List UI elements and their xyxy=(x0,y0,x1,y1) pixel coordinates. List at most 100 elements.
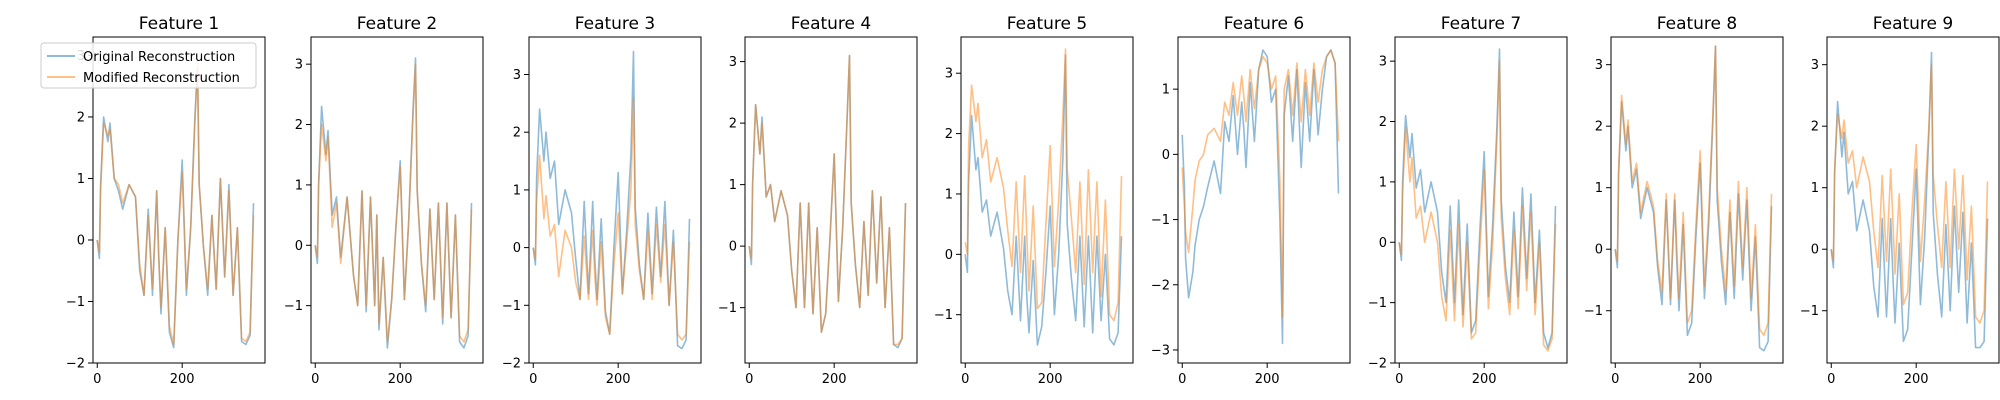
y-tick-label: 2 xyxy=(729,117,737,132)
x-tick-label: 200 xyxy=(822,372,847,387)
y-tick-label: −3 xyxy=(1151,343,1170,358)
y-tick-label: −1 xyxy=(284,299,303,314)
x-tick-label: 200 xyxy=(606,372,631,387)
y-tick-label: 3 xyxy=(1811,58,1819,73)
x-tick-label: 200 xyxy=(1255,372,1280,387)
x-tick-label: 200 xyxy=(1038,372,1063,387)
subplot-title: Feature 8 xyxy=(1657,14,1737,34)
y-tick-label: 2 xyxy=(945,127,953,142)
y-tick-label: 2 xyxy=(295,118,303,133)
subplot-8: Feature 8 0 200 −1 0 1 2 3 xyxy=(1584,14,1784,387)
plot-frame xyxy=(1394,36,1568,364)
x-tick-label: 0 xyxy=(1611,372,1619,387)
y-tick-label: 1 xyxy=(1162,83,1170,98)
y-tick-label: 1 xyxy=(77,172,85,187)
subplot-title: Feature 9 xyxy=(1873,14,1953,34)
y-tick-label: 1 xyxy=(1595,181,1603,196)
x-tick-label: 0 xyxy=(961,372,969,387)
y-tick-label: 2 xyxy=(1811,120,1819,135)
plot-frame xyxy=(960,36,1134,364)
series-modified-line xyxy=(1398,60,1557,352)
subplot-title: Feature 5 xyxy=(1007,14,1087,34)
subplot-2: Feature 2 0 200 −1 0 1 2 3 xyxy=(284,14,484,387)
y-tick-label: 0 xyxy=(77,233,85,248)
y-tick-label: 3 xyxy=(1595,58,1603,73)
x-tick-label: 200 xyxy=(1688,372,1713,387)
y-tick-label: 2 xyxy=(1379,115,1387,130)
y-tick-label: −2 xyxy=(502,357,521,372)
y-tick-label: 0 xyxy=(1379,236,1387,251)
y-tick-label: 3 xyxy=(729,55,737,70)
series-modified-line xyxy=(1181,49,1340,319)
series-original-line xyxy=(1181,49,1340,345)
y-tick-label: −1 xyxy=(502,299,521,314)
y-tick-label: 1 xyxy=(945,187,953,202)
legend-label-modified: Modified Reconstruction xyxy=(83,71,240,86)
y-tick-label: 3 xyxy=(945,67,953,82)
plot-frame xyxy=(744,36,918,364)
x-tick-label: 0 xyxy=(1395,372,1403,387)
subplot-9: Feature 9 0 200 −1 0 1 2 3 xyxy=(1800,14,2000,387)
plot-frame xyxy=(528,36,702,364)
subplot-4: Feature 4 0 200 −1 0 1 2 3 xyxy=(718,14,918,387)
series-modified-line xyxy=(532,96,691,341)
subplot-6: Feature 6 0 200 −3 −2 −1 0 1 xyxy=(1151,14,1351,387)
x-tick-label: 200 xyxy=(1472,372,1497,387)
y-tick-label: 1 xyxy=(729,178,737,193)
y-tick-label: 2 xyxy=(1595,120,1603,135)
y-tick-label: 0 xyxy=(1162,148,1170,163)
y-tick-label: −1 xyxy=(1151,213,1170,228)
x-tick-label: 0 xyxy=(93,372,101,387)
y-tick-label: 2 xyxy=(77,110,85,125)
y-tick-label: 1 xyxy=(1811,181,1819,196)
y-tick-label: 1 xyxy=(1379,175,1387,190)
x-tick-label: 200 xyxy=(388,372,413,387)
series-modified-line xyxy=(314,63,473,343)
y-tick-label: 0 xyxy=(1595,243,1603,258)
x-tick-label: 200 xyxy=(170,372,195,387)
y-tick-label: 3 xyxy=(513,68,521,83)
y-tick-label: −1 xyxy=(1368,296,1387,311)
legend-label-original: Original Reconstruction xyxy=(83,50,235,65)
subplot-3: Feature 3 0 200 −2 −1 0 1 2 3 xyxy=(502,14,702,387)
y-tick-label: 1 xyxy=(513,183,521,198)
series-original-line xyxy=(964,54,1123,346)
subplot-title: Feature 1 xyxy=(139,14,219,34)
y-tick-label: 0 xyxy=(729,240,737,255)
x-tick-label: 0 xyxy=(529,372,537,387)
y-tick-label: 3 xyxy=(295,58,303,73)
subplot-title: Feature 7 xyxy=(1441,14,1521,34)
y-tick-label: 0 xyxy=(295,239,303,254)
subplot-title: Feature 2 xyxy=(357,14,437,34)
x-tick-label: 0 xyxy=(1178,372,1186,387)
legend-box xyxy=(40,42,257,89)
y-tick-label: −2 xyxy=(66,357,85,372)
series-modified-line xyxy=(964,48,1123,322)
series-modified-line xyxy=(1830,63,1989,324)
y-tick-label: 0 xyxy=(513,241,521,256)
plot-frame xyxy=(310,36,484,364)
y-tick-label: 3 xyxy=(1379,55,1387,70)
subplot-title: Feature 4 xyxy=(791,14,871,34)
plot-frame xyxy=(1826,36,2000,364)
plot-frame xyxy=(92,36,266,364)
y-tick-label: −1 xyxy=(718,301,737,316)
y-tick-label: 1 xyxy=(295,178,303,193)
x-tick-label: 0 xyxy=(1827,372,1835,387)
subplot-5: Feature 5 0 200 −1 0 1 2 3 xyxy=(934,14,1134,387)
series-modified-line xyxy=(96,60,255,346)
y-tick-label: −1 xyxy=(934,308,953,323)
subplot-title: Feature 3 xyxy=(575,14,655,34)
y-tick-label: −1 xyxy=(1800,304,1819,319)
y-tick-label: −2 xyxy=(1151,278,1170,293)
series-modified-line xyxy=(1614,45,1773,337)
plot-frame xyxy=(1610,36,1784,364)
series-original-line xyxy=(1830,51,1989,349)
y-tick-label: −1 xyxy=(66,295,85,310)
series-original-line xyxy=(314,57,473,349)
series-modified-line xyxy=(748,54,907,346)
subplot-7: Feature 7 0 200 −2 −1 0 1 2 3 xyxy=(1368,14,1568,387)
subplot-title: Feature 6 xyxy=(1224,14,1304,34)
